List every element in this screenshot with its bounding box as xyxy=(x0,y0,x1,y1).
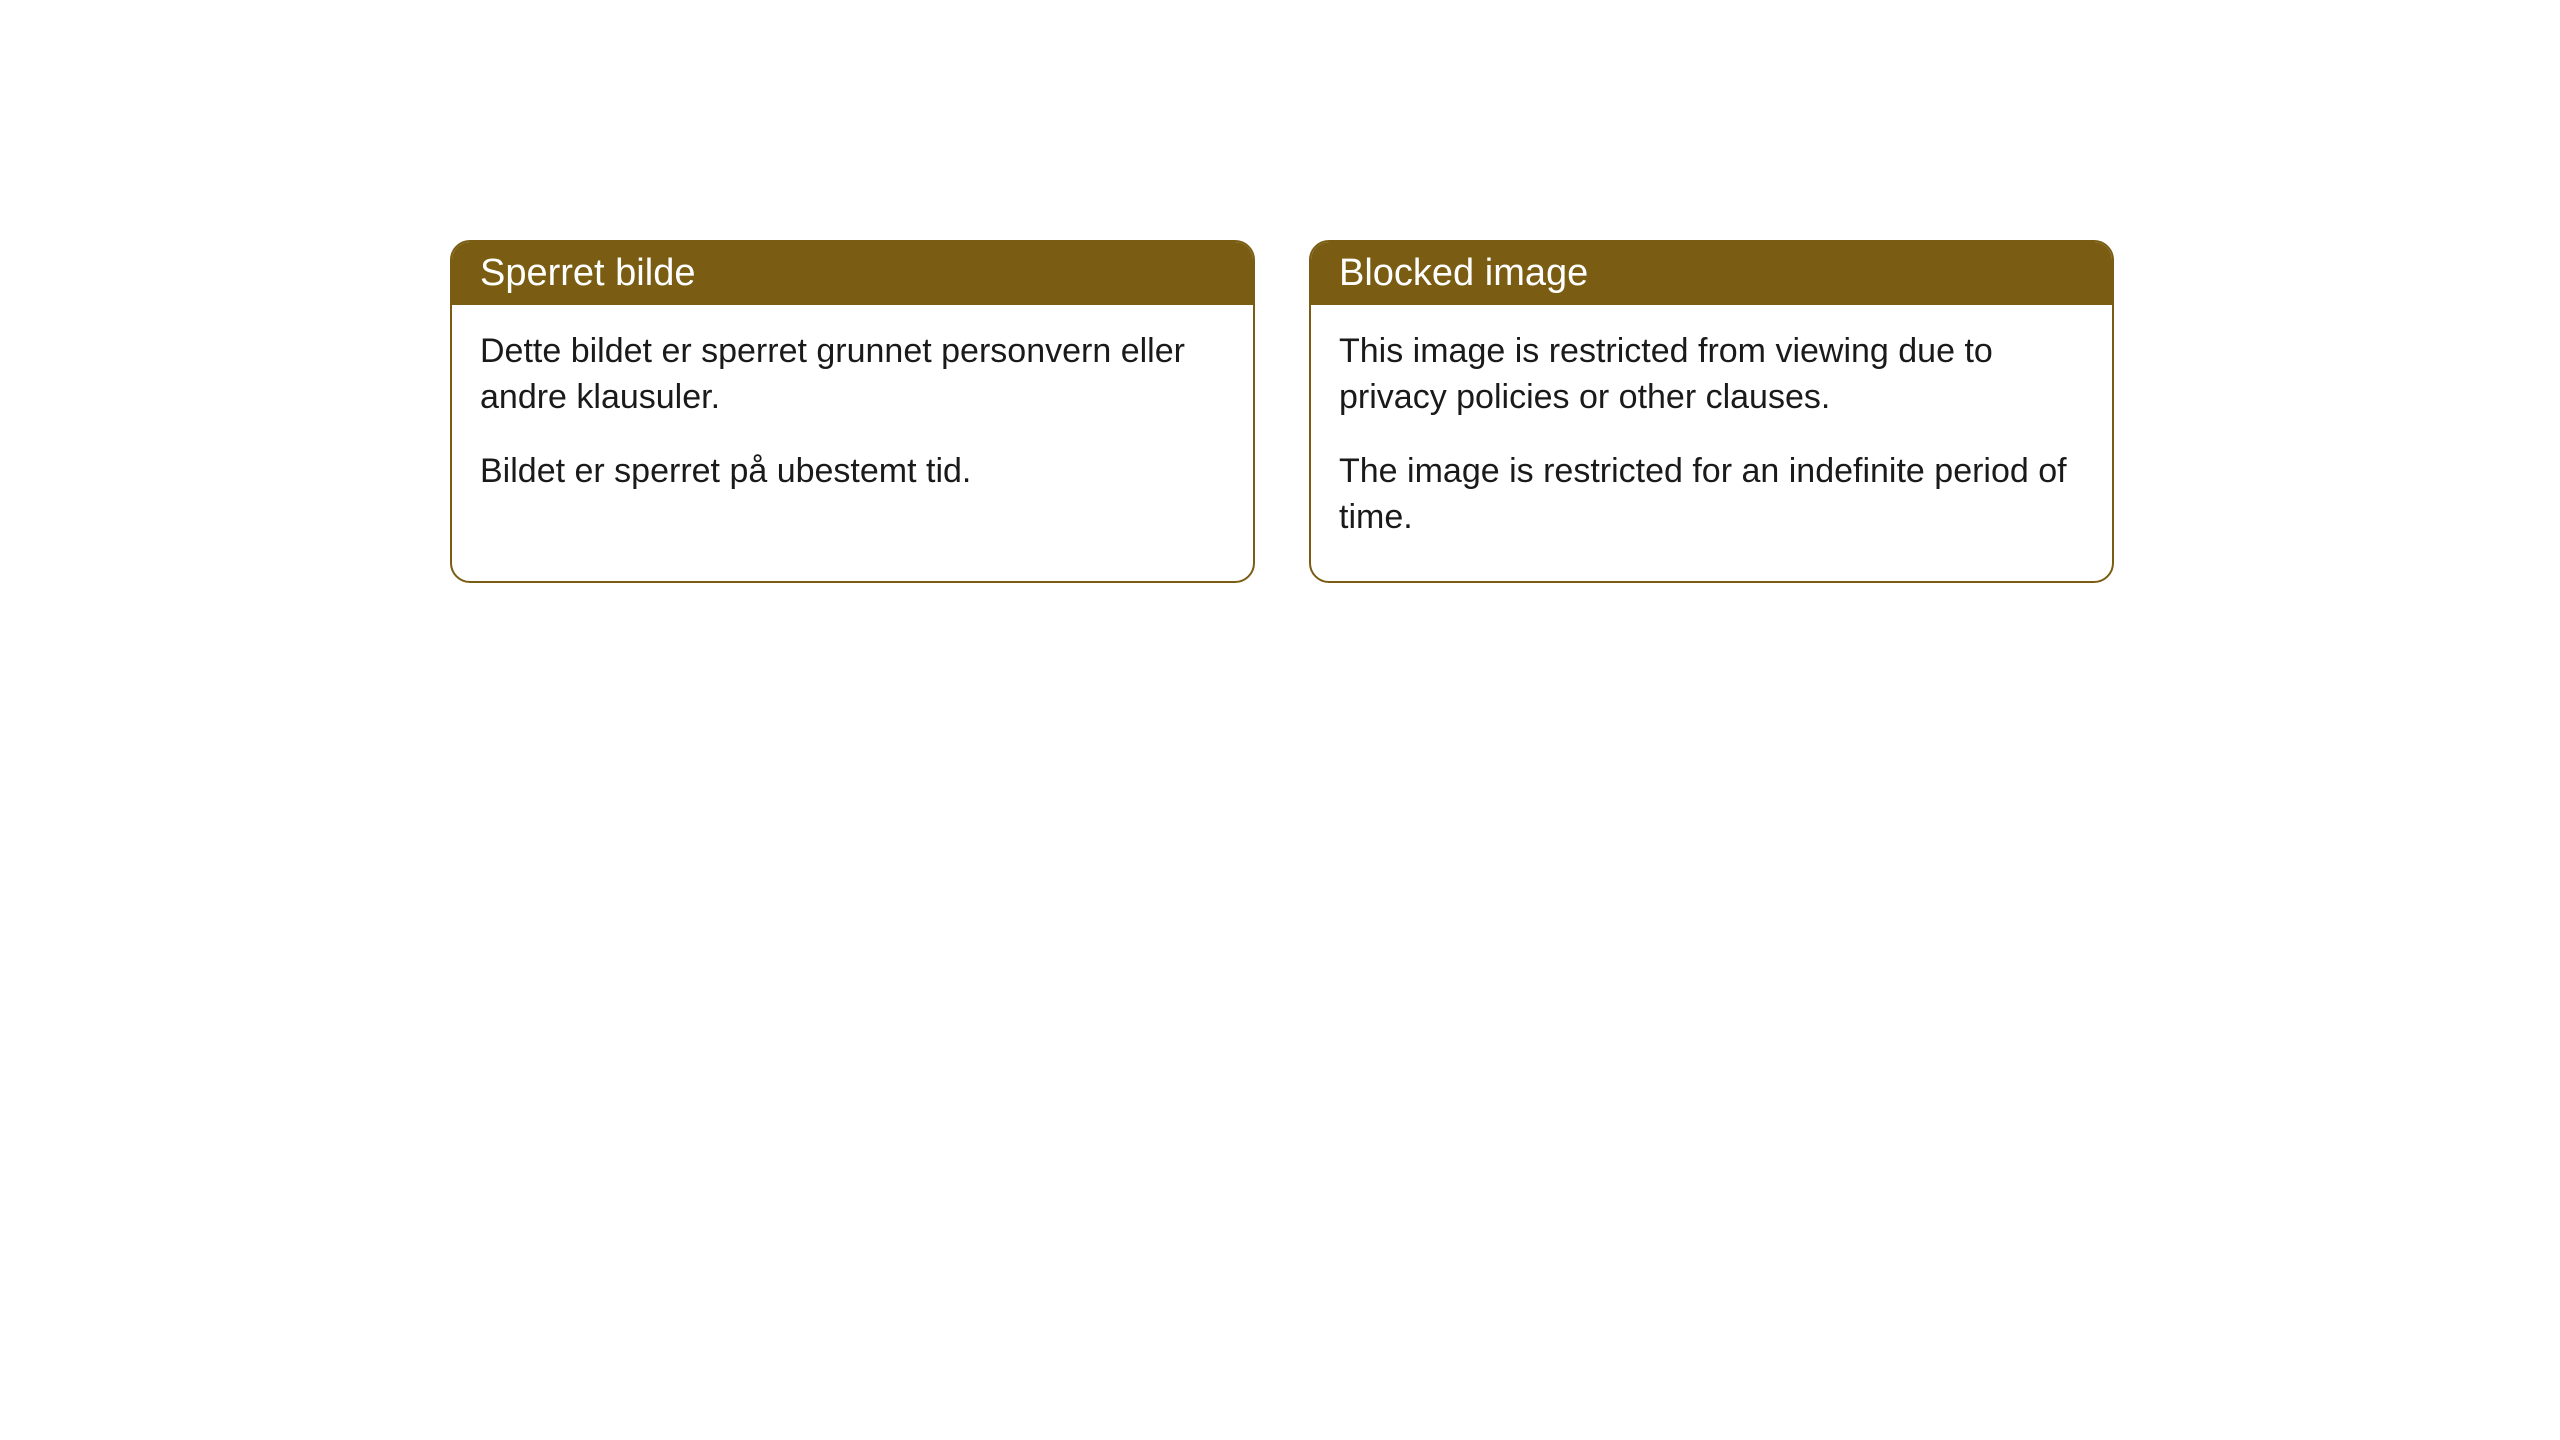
card-body: This image is restricted from viewing du… xyxy=(1311,305,2112,581)
card-paragraph: The image is restricted for an indefinit… xyxy=(1339,449,2084,541)
card-paragraph: Bildet er sperret på ubestemt tid. xyxy=(480,449,1225,495)
card-title: Sperret bilde xyxy=(480,252,695,294)
notice-card-norwegian: Sperret bilde Dette bildet er sperret gr… xyxy=(450,240,1255,583)
card-header: Blocked image xyxy=(1311,242,2112,305)
notice-cards-container: Sperret bilde Dette bildet er sperret gr… xyxy=(450,240,2114,583)
card-paragraph: Dette bildet er sperret grunnet personve… xyxy=(480,329,1225,421)
card-header: Sperret bilde xyxy=(452,242,1253,305)
card-body: Dette bildet er sperret grunnet personve… xyxy=(452,305,1253,535)
card-paragraph: This image is restricted from viewing du… xyxy=(1339,329,2084,421)
card-title: Blocked image xyxy=(1339,252,1588,294)
notice-card-english: Blocked image This image is restricted f… xyxy=(1309,240,2114,583)
